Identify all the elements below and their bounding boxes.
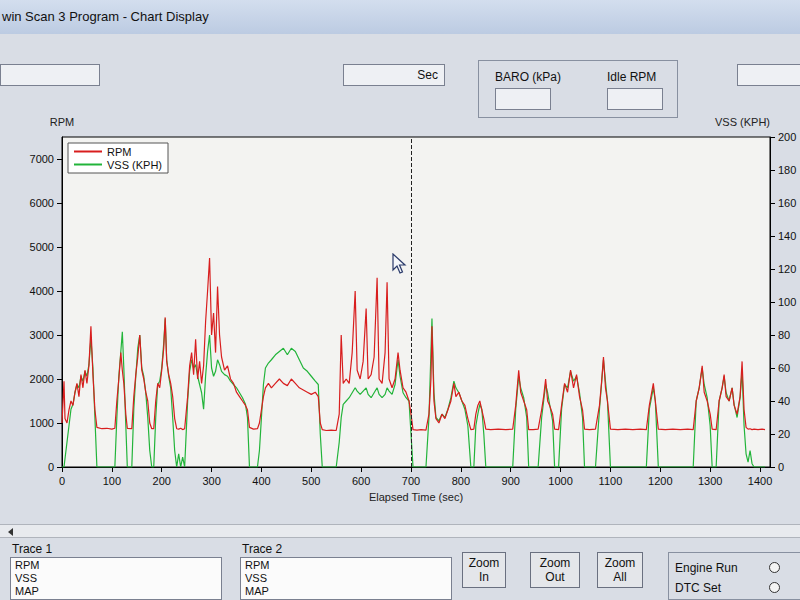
svg-text:1000: 1000 — [30, 417, 54, 429]
html-text:Engine Run: Engine Run — [675, 561, 738, 575]
svg-text:200: 200 — [778, 131, 796, 143]
html-text:RPM: RPM — [245, 559, 270, 571]
svg-text:800: 800 — [452, 475, 470, 487]
svg-text:1300: 1300 — [698, 475, 722, 487]
svg-text:80: 80 — [778, 329, 790, 341]
svg-text:400: 400 — [252, 475, 270, 487]
svg-text:RPM: RPM — [50, 116, 74, 128]
svg-text:600: 600 — [352, 475, 370, 487]
svg-text:140: 140 — [778, 230, 796, 242]
svg-text:40: 40 — [778, 395, 790, 407]
html-text:RPM: RPM — [15, 559, 40, 571]
svg-text:300: 300 — [202, 475, 220, 487]
svg-text:700: 700 — [402, 475, 420, 487]
svg-text:0: 0 — [778, 461, 784, 473]
svg-text:VSS (KPH): VSS (KPH) — [715, 116, 770, 128]
html-text:Zoom All: Zoom All — [604, 556, 636, 584]
html-text:VSS: VSS — [15, 572, 37, 584]
svg-text:120: 120 — [778, 263, 796, 275]
html-text:BARO (kPa): BARO (kPa) — [495, 70, 561, 84]
svg-text:1400: 1400 — [748, 475, 772, 487]
svg-text:900: 900 — [502, 475, 520, 487]
svg-text:0: 0 — [48, 461, 54, 473]
html-text:MAP: MAP — [245, 585, 269, 597]
svg-text:RPM: RPM — [107, 146, 131, 158]
svg-text:500: 500 — [302, 475, 320, 487]
svg-text:200: 200 — [153, 475, 171, 487]
html-text:MAP: MAP — [15, 585, 39, 597]
html-text:Zoom Out: Zoom Out — [539, 556, 571, 584]
html-text:Trace 1: Trace 1 — [12, 542, 53, 556]
svg-text:7000: 7000 — [30, 153, 54, 165]
html-text:win Scan 3 Program - Chart Dis: win Scan 3 Program - Chart Display — [2, 9, 209, 24]
html-text:Idle RPM: Idle RPM — [607, 70, 657, 84]
svg-text:100: 100 — [778, 296, 796, 308]
svg-text:3000: 3000 — [30, 329, 54, 341]
svg-text:180: 180 — [778, 164, 796, 176]
svg-text:4000: 4000 — [30, 285, 54, 297]
html-text:Zoom In: Zoom In — [468, 556, 500, 584]
svg-text:60: 60 — [778, 362, 790, 374]
svg-text:6000: 6000 — [30, 197, 54, 209]
html-text:VSS: VSS — [245, 572, 267, 584]
html-text:Trace 2: Trace 2 — [242, 542, 283, 556]
svg-text:2000: 2000 — [30, 373, 54, 385]
svg-text:Elapsed Time (sec): Elapsed Time (sec) — [369, 491, 463, 503]
svg-text:1000: 1000 — [548, 475, 572, 487]
html-text:DTC Set: DTC Set — [675, 581, 721, 595]
svg-text:5000: 5000 — [30, 241, 54, 253]
svg-text:20: 20 — [778, 428, 790, 440]
html-text:Sec: Sec — [417, 68, 438, 82]
svg-text:VSS (KPH): VSS (KPH) — [107, 159, 162, 171]
svg-text:100: 100 — [103, 475, 121, 487]
svg-text:1100: 1100 — [599, 475, 623, 487]
svg-text:160: 160 — [778, 197, 796, 209]
svg-text:1200: 1200 — [648, 475, 672, 487]
svg-text:0: 0 — [59, 475, 65, 487]
